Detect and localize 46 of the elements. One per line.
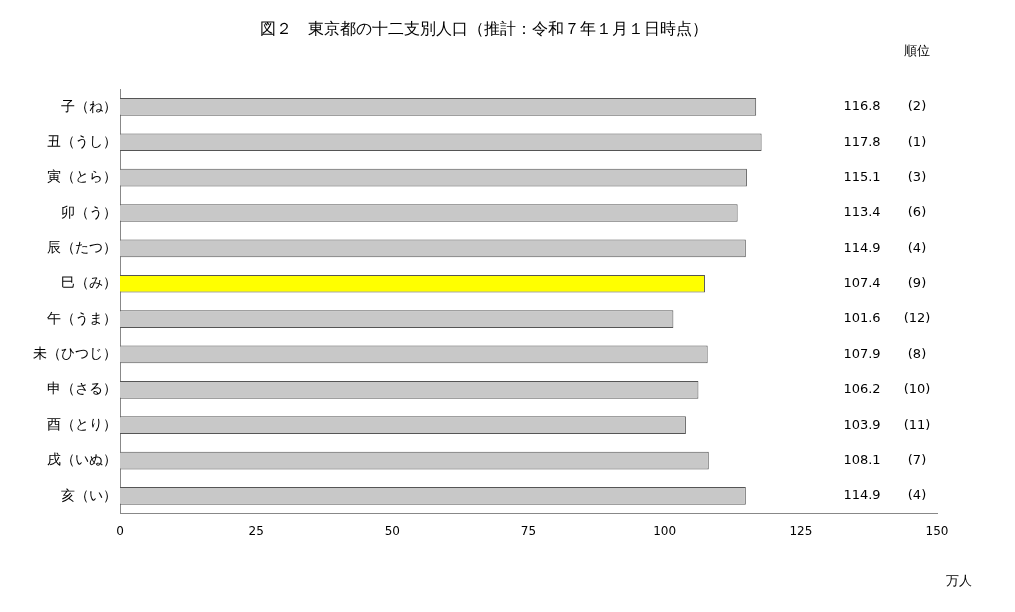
y-tick-label: 戌（いぬ） (47, 451, 117, 468)
y-tick-label: 丑（うし） (47, 132, 117, 149)
annotation: (4) (907, 239, 927, 255)
data-label: 106.2 (843, 381, 881, 397)
x-tick-label: 50 (384, 523, 400, 538)
annotation: (6) (907, 204, 927, 220)
x-tick-label: 150 (925, 523, 949, 538)
annotation: (1) (907, 133, 927, 149)
annotation: (3) (907, 168, 927, 184)
data-label: 103.9 (843, 416, 881, 432)
x-tick-label: 25 (248, 523, 264, 538)
x-axis-title: 万人 (946, 572, 972, 588)
annotation: (2) (907, 98, 927, 114)
chart-title: 図２ 東京都の十二支別人口（推計：令和７年１月１日時点） (259, 18, 708, 38)
y-tick-label: 辰（たつ） (47, 238, 117, 255)
x-tick-label: 125 (789, 523, 813, 538)
y-tick-label: 巳（み） (61, 274, 117, 291)
annotation: (11) (903, 416, 931, 432)
annotation: (9) (907, 275, 927, 291)
data-label: 116.8 (843, 98, 881, 114)
data-label: 115.1 (843, 168, 881, 184)
annotation: (8) (907, 345, 927, 361)
y-tick-label: 寅（とら） (47, 168, 117, 185)
y-tick-label: 酉（とり） (47, 415, 117, 432)
annotation: (7) (907, 451, 927, 467)
y-tick-label: 子（ね） (61, 97, 117, 114)
data-label: 101.6 (843, 310, 881, 326)
annotation: (12) (903, 310, 931, 326)
data-label: 117.8 (843, 133, 881, 149)
x-tick-label: 100 (653, 523, 677, 538)
y-tick-label: 卯（う） (61, 203, 117, 220)
data-label: 114.9 (843, 487, 881, 503)
data-label: 113.4 (843, 204, 881, 220)
annotation: (4) (907, 487, 927, 503)
data-label: 108.1 (843, 451, 881, 467)
y-tick-label: 未（ひつじ） (33, 345, 117, 362)
y-tick-label: 申（さる） (47, 380, 117, 397)
y-tick-label: 午（うま） (47, 309, 117, 326)
data-label: 114.9 (843, 239, 881, 255)
x-tick-label: 0 (116, 523, 124, 538)
x-tick-label: 75 (520, 523, 537, 538)
data-label: 107.9 (843, 345, 881, 361)
annotation: (10) (903, 381, 931, 397)
data-label: 107.4 (843, 275, 881, 291)
text: 順位 (904, 43, 930, 59)
y-tick-label: 亥（い） (61, 486, 117, 503)
